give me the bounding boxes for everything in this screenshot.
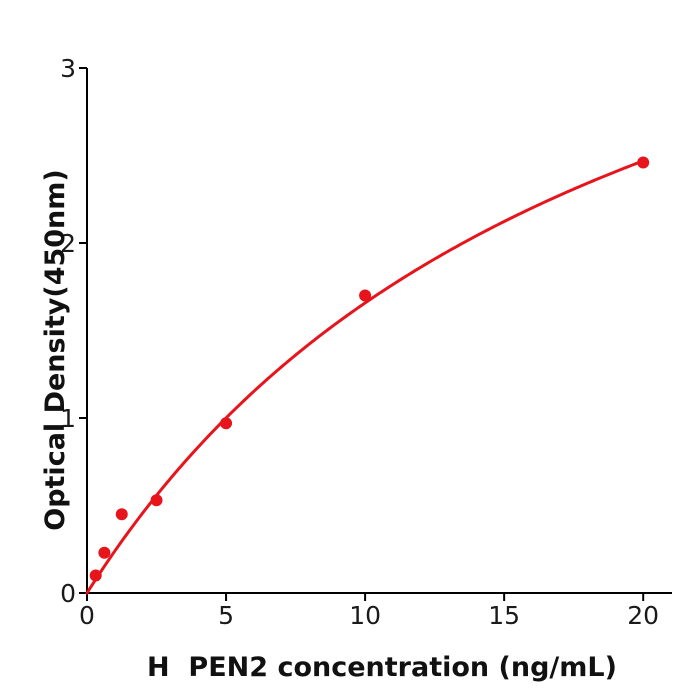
- data-point: [98, 546, 111, 559]
- y-tick-label: 1: [60, 404, 76, 433]
- x-tick-label: 0: [79, 601, 95, 630]
- x-tick-label: 5: [218, 601, 234, 630]
- fit-curve-layer: [85, 159, 645, 595]
- x-tick-label: 10: [349, 601, 381, 630]
- data-point: [220, 417, 233, 430]
- data-point: [115, 508, 128, 521]
- data-points-layer: [89, 156, 650, 582]
- y-tick-label: 3: [60, 54, 76, 83]
- y-axis-title: Optical Density(450nm): [40, 169, 71, 531]
- fit-curve: [85, 159, 645, 595]
- axes-layer: 0 5 10 15 20 0 1 2 3: [60, 54, 672, 630]
- data-point: [359, 289, 372, 302]
- data-point: [150, 494, 163, 507]
- y-tick-label: 0: [60, 579, 76, 608]
- y-tick-label: 2: [60, 229, 76, 258]
- data-point: [89, 569, 102, 582]
- x-axis-title: H PEN2 concentration (ng/mL): [147, 652, 617, 683]
- data-point: [637, 156, 650, 169]
- x-tick-label: 15: [488, 601, 520, 630]
- x-tick-label: 20: [627, 601, 659, 630]
